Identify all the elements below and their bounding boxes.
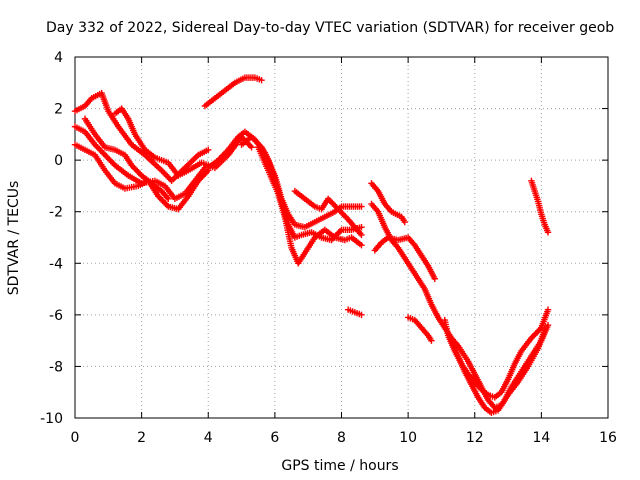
- data-point: [358, 311, 365, 319]
- data-point: [248, 144, 255, 151]
- y-tick-label: -4: [49, 256, 63, 272]
- series-track-r: [528, 177, 552, 236]
- x-axis-label: GPS time / hours: [281, 458, 398, 474]
- series-track-l: [368, 180, 408, 226]
- data-point: [358, 203, 365, 210]
- data-point: [544, 306, 552, 313]
- series-track-k: [344, 306, 365, 319]
- data-point: [431, 275, 438, 282]
- x-tick-label: 4: [204, 430, 213, 446]
- data-point: [544, 321, 552, 329]
- y-tick-label: 0: [54, 153, 63, 169]
- x-tick-label: 0: [71, 430, 80, 446]
- series-track-o: [404, 314, 435, 344]
- y-tick-label: -6: [49, 308, 63, 324]
- x-tick-label: 2: [137, 430, 146, 446]
- data-point: [544, 229, 552, 236]
- y-tick-label: 2: [54, 102, 63, 118]
- series-track-m: [368, 200, 548, 411]
- x-tick-label: 8: [337, 430, 346, 446]
- series-track-j: [291, 187, 365, 239]
- series-track-a: [71, 89, 212, 184]
- axis-ticks: 0 2 4 6 8 10 12 14 16 4 2 0 -2 -4 -6 -8 -10: [40, 50, 617, 446]
- data-point: [205, 146, 212, 154]
- series-track-c: [71, 141, 212, 213]
- series-track-i: [255, 144, 365, 267]
- y-tick-label: -2: [49, 205, 63, 221]
- data-points: [71, 74, 552, 417]
- chart-title: Day 332 of 2022, Sidereal Day-to-day VTE…: [46, 20, 614, 36]
- series-track-n: [371, 234, 438, 282]
- data-point: [401, 218, 408, 226]
- series-track-f: [201, 74, 265, 110]
- x-tick-label: 6: [270, 430, 279, 446]
- x-tick-label: 12: [466, 430, 484, 446]
- y-tick-label: 4: [54, 50, 63, 66]
- data-point: [258, 77, 265, 84]
- data-point: [428, 337, 435, 344]
- y-tick-label: -10: [40, 411, 63, 427]
- x-tick-label: 10: [399, 430, 417, 446]
- series-track-d: [81, 115, 172, 203]
- series-track-q: [448, 321, 552, 417]
- y-tick-label: -8: [49, 359, 63, 375]
- data-point: [358, 231, 365, 239]
- data-point: [165, 195, 172, 203]
- x-tick-label: 16: [599, 430, 617, 446]
- data-point: [358, 242, 365, 249]
- data-point: [358, 223, 365, 231]
- y-axis-label: SDTVAR / TECUs: [6, 181, 22, 296]
- x-tick-label: 14: [532, 430, 550, 446]
